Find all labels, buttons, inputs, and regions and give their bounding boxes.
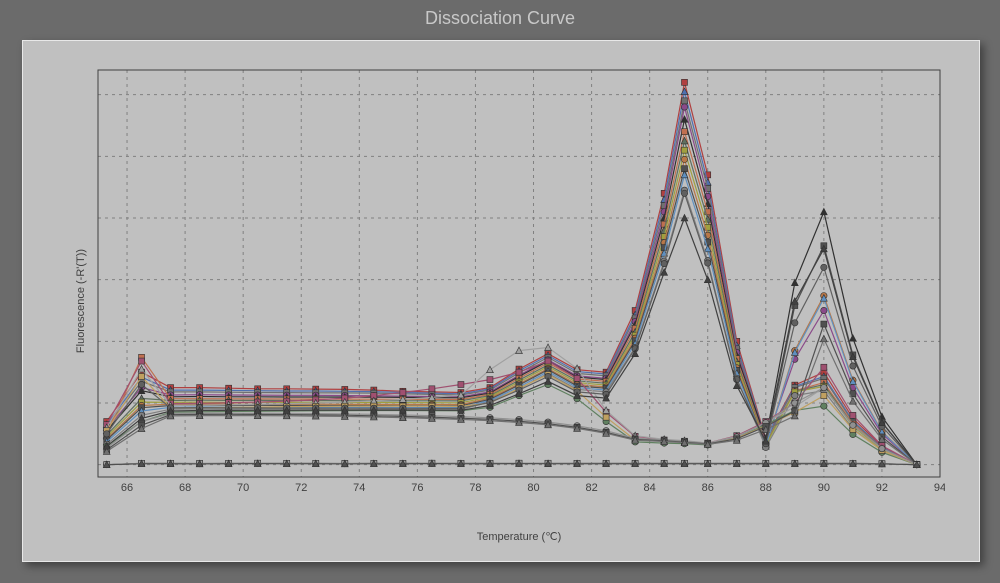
svg-text:94: 94 <box>934 482 945 494</box>
svg-text:78: 78 <box>469 482 481 494</box>
svg-text:84: 84 <box>644 482 656 494</box>
svg-text:92: 92 <box>876 482 888 494</box>
svg-text:88: 88 <box>760 482 772 494</box>
svg-text:80: 80 <box>527 482 539 494</box>
svg-text:70: 70 <box>237 482 249 494</box>
svg-text:74: 74 <box>353 482 365 494</box>
svg-text:76: 76 <box>411 482 423 494</box>
y-axis-label: Fluorescence (-R'(T)) <box>75 249 87 353</box>
x-axis-label: Temperature (℃) <box>93 530 945 543</box>
app-frame: Dissociation Curve Fluorescence (-R'(T))… <box>0 0 1000 583</box>
svg-text:66: 66 <box>121 482 133 494</box>
plot-area[interactable]: 6668707274767880828486889092940100020003… <box>93 65 945 499</box>
chart-panel: Fluorescence (-R'(T)) 66 68 70 72 74 76 78 80 82… <box>22 40 980 562</box>
svg-text:82: 82 <box>585 482 597 494</box>
svg-text:90: 90 <box>818 482 830 494</box>
svg-text:86: 86 <box>702 482 714 494</box>
dissociation-curve-chart: 6668707274767880828486889092940100020003… <box>93 65 945 499</box>
svg-text:68: 68 <box>179 482 191 494</box>
chart-title: Dissociation Curve <box>0 0 1000 36</box>
svg-text:72: 72 <box>295 482 307 494</box>
